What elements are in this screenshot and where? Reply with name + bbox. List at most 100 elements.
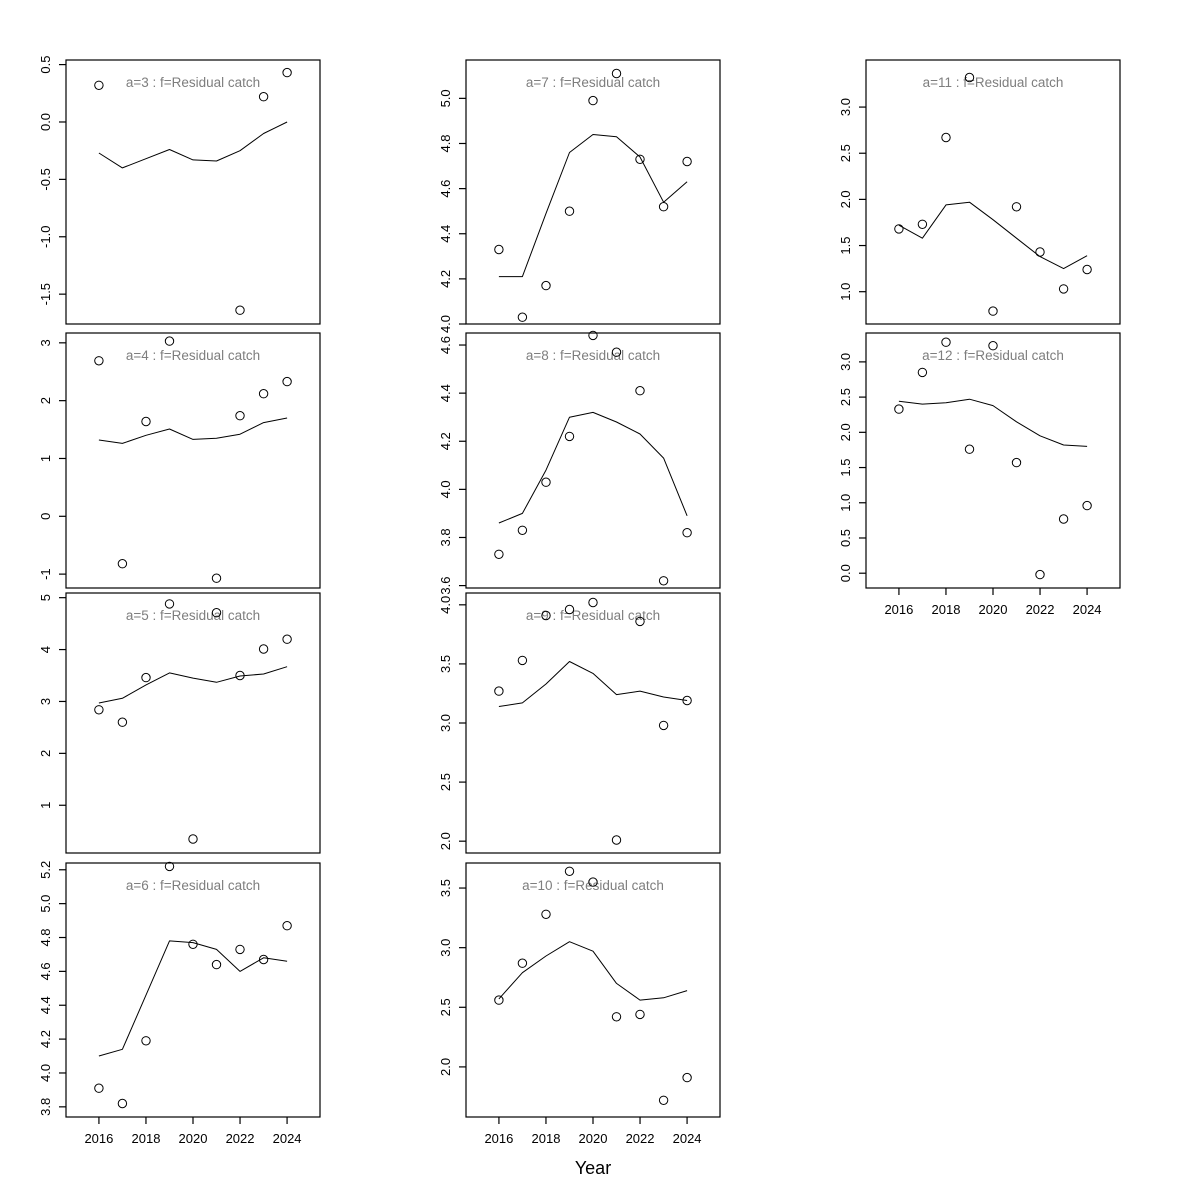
panel-box: [465, 592, 721, 854]
y-tick-label: 4.8: [38, 928, 53, 946]
data-point: [235, 670, 245, 681]
panel-title: a=12 : f=Residual catch: [922, 348, 1064, 363]
data-point: [211, 573, 222, 583]
y-tick-label: 4.4: [438, 384, 453, 402]
data-point: [94, 1083, 104, 1093]
data-point: [282, 634, 292, 644]
x-tick-label: 2022: [226, 1131, 255, 1146]
data-point: [141, 1036, 151, 1046]
y-tick-label: -1.5: [38, 283, 53, 305]
data-point: [564, 604, 575, 615]
data-point: [94, 356, 104, 366]
panel-box: [465, 332, 721, 589]
data-point: [1082, 500, 1092, 511]
data-point: [988, 306, 998, 316]
y-tick-label: 2.0: [438, 1058, 453, 1076]
y-tick-label: 0.5: [838, 529, 853, 547]
data-point: [211, 608, 222, 618]
panel-a3: a=3 : f=Residual catch 0.5 0.0 -0.5 -1.0 -1.5: [38, 56, 321, 325]
data-point: [588, 95, 598, 106]
data-point: [588, 877, 598, 887]
data-point: [611, 347, 622, 357]
y-tick-label: 5.2: [38, 861, 53, 879]
data-point: [988, 341, 998, 351]
panel-a10: a=10 : f=Residual catch 3.5 3.0 2.5 2.0 2016 2…: [438, 862, 721, 1146]
y-tick-label: 4.6: [438, 336, 453, 354]
data-point: [211, 959, 222, 970]
y-tick-label: 4.6: [438, 180, 453, 198]
data-point: [682, 156, 692, 167]
panel-a11: a=11 : f=Residual catch 3.0 2.5 2.0 1.5 1.0: [838, 59, 1121, 325]
panel-a12: a=12 : f=Residual catch 3.0 2.5 2.0 1.5 1.0 0.…: [838, 332, 1121, 617]
y-tick-label: 0.5: [38, 56, 53, 74]
data-point: [1011, 457, 1022, 468]
data-point: [517, 958, 528, 968]
data-point: [1082, 264, 1092, 275]
x-tick-label: 2024: [673, 1131, 702, 1146]
y-tick-label: 2.5: [838, 388, 853, 406]
data-point: [964, 72, 975, 83]
data-point: [494, 686, 504, 696]
y-tick-label: 2.5: [438, 998, 453, 1016]
y-tick-label: 1: [38, 455, 53, 462]
x-axis-title: Year: [574, 1158, 612, 1178]
panel-box: [65, 592, 321, 854]
y-tick-label: 3.0: [438, 939, 453, 957]
data-point: [682, 695, 692, 706]
y-tick-label: 1.0: [838, 283, 853, 301]
y-tick-label: 4.2: [438, 432, 453, 450]
y-tick-label: 3: [38, 339, 53, 346]
data-point: [164, 336, 175, 346]
data-point: [941, 132, 951, 143]
y-tick-label: -1: [38, 568, 53, 580]
data-point: [964, 444, 975, 454]
data-point: [94, 80, 104, 91]
x-tick-label: 2016: [884, 602, 913, 617]
x-tick-label: 2020: [979, 602, 1008, 617]
panel-a9: a=9 : f=Residual catch 4.0 3.5 3.0 2.5 2.0: [438, 592, 721, 854]
data-point: [588, 330, 598, 341]
data-point: [141, 672, 151, 683]
y-tick-label: 1.5: [838, 236, 853, 254]
y-tick-label: 3.8: [438, 528, 453, 546]
panel-title: a=8 : f=Residual catch: [526, 348, 660, 363]
panel-title: a=9 : f=Residual catch: [526, 608, 660, 623]
y-tick-label: 1.5: [838, 459, 853, 477]
x-tick-label: 2020: [179, 1131, 208, 1146]
fitted-line: [98, 121, 288, 169]
x-tick-label: 2018: [132, 1131, 161, 1146]
y-tick-label: 4.2: [38, 1030, 53, 1048]
data-point: [164, 599, 175, 609]
y-tick-label: 0.0: [838, 564, 853, 582]
panel-box: [465, 59, 721, 325]
data-point: [635, 616, 645, 627]
data-point: [282, 921, 292, 931]
panel-box: [865, 59, 1121, 325]
data-point: [658, 202, 669, 212]
fitted-line: [898, 398, 1088, 447]
data-point: [658, 576, 669, 586]
x-tick-label: 2016: [484, 1131, 513, 1146]
y-tick-label: 4.0: [438, 596, 453, 614]
y-tick-label: 4.8: [438, 134, 453, 152]
y-tick-label: 0.0: [38, 113, 53, 131]
panel-box: [65, 332, 321, 589]
y-tick-label: 5.0: [438, 89, 453, 107]
data-point: [258, 92, 269, 102]
data-point: [894, 404, 904, 414]
data-point: [188, 834, 198, 844]
y-tick-label: 4.0: [438, 315, 453, 333]
y-tick-label: 3.0: [438, 714, 453, 732]
data-point: [164, 861, 175, 872]
y-tick-label: 1.0: [838, 494, 853, 512]
panel-box: [465, 862, 721, 1118]
panel-title: a=7 : f=Residual catch: [526, 75, 660, 90]
y-tick-label: -1.0: [38, 226, 53, 248]
panel-box: [865, 332, 1121, 589]
y-tick-label: 4: [38, 646, 53, 653]
y-tick-label: 4.2: [438, 270, 453, 288]
x-tick-label: 2020: [579, 1131, 608, 1146]
fitted-line: [898, 201, 1088, 270]
data-point: [258, 389, 269, 399]
